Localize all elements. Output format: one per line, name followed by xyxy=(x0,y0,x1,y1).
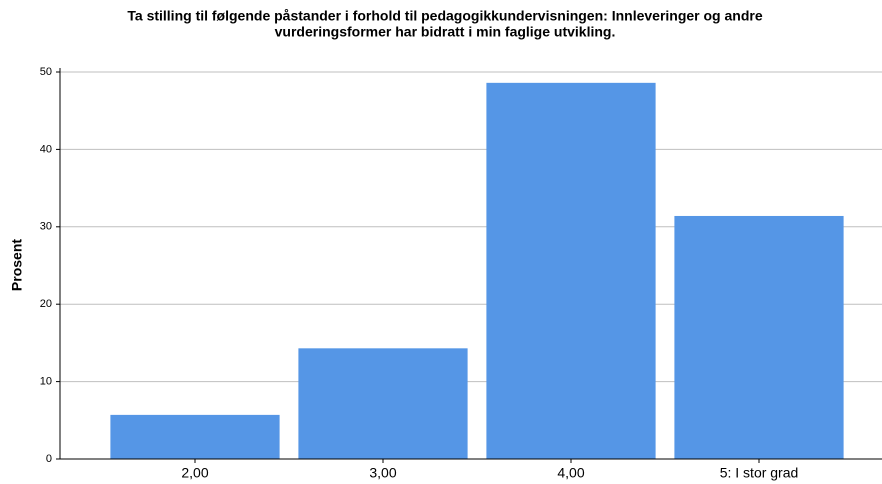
bar xyxy=(110,414,280,459)
y-tick-label: 50 xyxy=(40,66,52,78)
x-tick-label: 3,00 xyxy=(369,465,396,481)
bar xyxy=(486,82,656,459)
y-tick-label: 30 xyxy=(40,221,52,233)
chart-title: Ta stilling til følgende påstander i for… xyxy=(127,8,762,24)
y-axis-label: Prosent xyxy=(9,239,25,291)
y-tick-label: 10 xyxy=(40,376,52,388)
x-tick-label: 5: I stor grad xyxy=(720,465,799,481)
chart-title: vurderingsformer har bidratt i min fagli… xyxy=(275,24,616,40)
y-tick-label: 20 xyxy=(40,298,52,310)
bar xyxy=(298,348,468,459)
x-tick-label: 4,00 xyxy=(557,465,584,481)
bar xyxy=(674,215,844,459)
x-tick-label: 2,00 xyxy=(181,465,208,481)
y-tick-label: 0 xyxy=(46,453,52,465)
y-tick-label: 40 xyxy=(40,143,52,155)
